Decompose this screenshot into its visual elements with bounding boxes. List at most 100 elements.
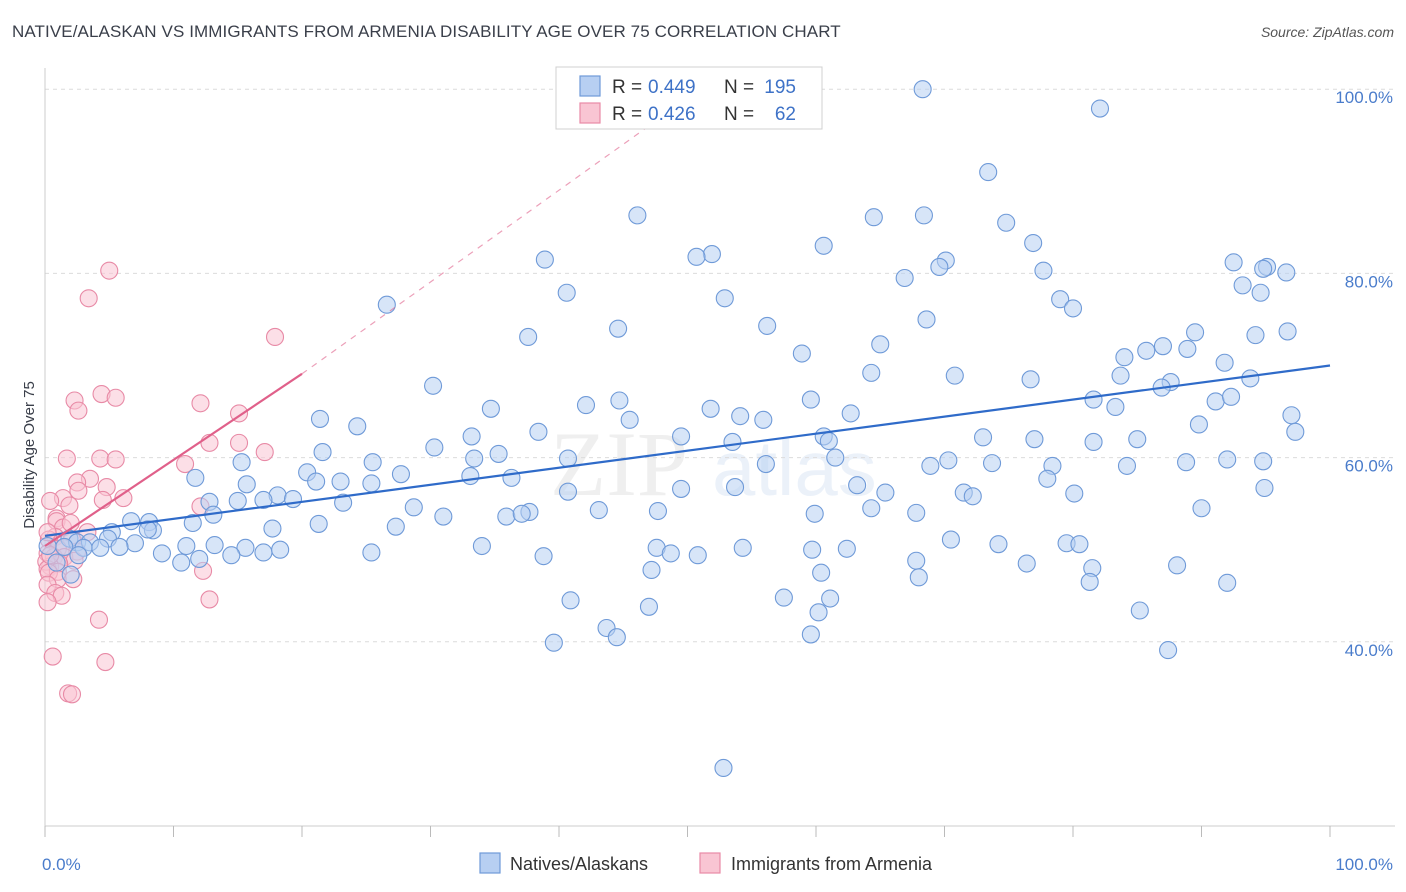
point-natives: [254, 490, 273, 510]
point-natives: [205, 536, 224, 555]
point-natives: [386, 517, 405, 536]
point-natives: [1246, 326, 1265, 345]
y-tick-label: 60.0%: [1345, 457, 1393, 476]
point-armenia: [265, 327, 285, 347]
point-natives: [876, 483, 895, 502]
point-natives: [334, 493, 353, 512]
point-natives: [461, 466, 480, 486]
point-natives: [472, 536, 491, 556]
point-natives: [1254, 259, 1273, 278]
point-natives: [639, 597, 659, 616]
point-natives: [610, 391, 629, 410]
point-natives: [1153, 337, 1172, 356]
point-natives: [307, 472, 326, 491]
point-natives: [862, 363, 881, 382]
point-natives: [687, 247, 706, 266]
point-armenia: [106, 388, 125, 407]
point-armenia: [79, 289, 98, 308]
point-natives: [982, 454, 1002, 473]
point-armenia: [62, 685, 82, 704]
point-armenia: [69, 401, 88, 420]
point-natives: [819, 431, 838, 451]
point-natives: [930, 257, 949, 277]
point-natives: [434, 507, 453, 526]
point-natives: [909, 568, 928, 587]
point-natives: [801, 625, 820, 644]
bottom-legend-armenia: Immigrants from Armenia: [731, 854, 933, 874]
point-natives: [941, 530, 960, 549]
point-natives: [803, 540, 822, 559]
y-axis-label: Disability Age Over 75: [21, 381, 38, 529]
point-natives: [756, 455, 775, 474]
point-natives: [801, 390, 820, 409]
point-natives: [733, 538, 752, 557]
point-natives: [1051, 290, 1070, 309]
point-natives: [939, 451, 958, 470]
point-natives: [1090, 99, 1110, 118]
legend-n-label-armenia: N =: [724, 104, 754, 125]
point-natives: [263, 519, 282, 538]
point-natives: [1282, 406, 1301, 425]
legend-swatch-natives: [579, 75, 601, 97]
point-natives: [1186, 323, 1205, 342]
bottom-legend-swatch-natives: [479, 852, 501, 874]
gridlines: [45, 88, 1395, 643]
point-natives: [723, 432, 742, 451]
point-natives: [917, 310, 936, 329]
point-natives: [774, 588, 793, 607]
stats-legend: R = 0.449 N = 195 R = 0.426 N = 62: [555, 66, 823, 130]
point-natives: [701, 399, 720, 418]
bottom-legend-natives: Natives/Alaskans: [510, 854, 648, 874]
point-natives: [186, 468, 205, 487]
point-natives: [47, 553, 66, 572]
point-armenia: [96, 653, 115, 672]
trend-lines: [44, 88, 1331, 547]
point-armenia: [176, 455, 195, 474]
point-natives: [848, 476, 867, 495]
point-natives: [809, 603, 828, 622]
point-natives: [1034, 261, 1053, 280]
point-natives: [363, 453, 382, 472]
point-natives: [792, 344, 811, 363]
point-natives: [1063, 299, 1083, 318]
point-natives: [989, 535, 1008, 554]
point-natives: [1130, 601, 1149, 620]
point-natives: [642, 560, 661, 580]
point-natives: [754, 410, 773, 429]
point-natives: [232, 453, 251, 472]
y-tick-labels: 40.0% 60.0% 80.0% 100.0%: [1335, 88, 1393, 660]
point-natives: [1168, 556, 1187, 575]
point-natives: [648, 501, 667, 521]
point-natives: [331, 472, 350, 491]
point-natives: [1025, 430, 1044, 449]
legend-n-armenia: 62: [775, 104, 796, 125]
point-natives: [177, 536, 196, 556]
y-tick-label: 40.0%: [1345, 641, 1393, 660]
point-natives: [1206, 392, 1225, 411]
point-natives: [1084, 390, 1103, 409]
bottom-legend-swatch-armenia: [699, 852, 721, 874]
point-natives: [557, 283, 576, 302]
point-natives: [1218, 450, 1237, 469]
point-natives: [544, 633, 563, 652]
y-tick-label: 80.0%: [1345, 272, 1393, 291]
point-natives: [190, 549, 209, 568]
point-natives: [921, 456, 940, 475]
point-natives: [91, 538, 110, 557]
point-natives: [725, 478, 745, 497]
point-armenia: [69, 481, 88, 500]
point-natives: [841, 404, 860, 423]
point-natives: [558, 482, 578, 501]
legend-r-label-natives: R =: [612, 77, 642, 98]
point-natives: [271, 540, 290, 559]
point-natives: [1106, 397, 1125, 417]
point-armenia: [200, 590, 219, 609]
point-armenia: [93, 490, 112, 510]
point-armenia: [57, 449, 76, 468]
point-armenia: [89, 610, 109, 629]
point-natives: [1017, 554, 1036, 573]
point-natives: [907, 551, 926, 570]
point-natives: [391, 465, 410, 484]
point-natives: [122, 512, 141, 531]
point-natives: [1137, 341, 1156, 360]
